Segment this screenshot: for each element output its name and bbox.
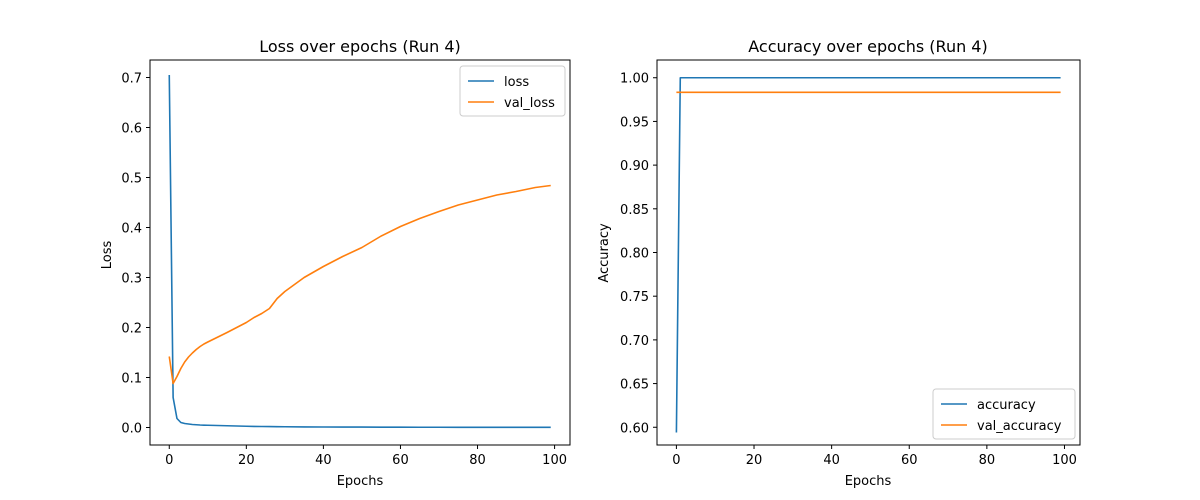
accuracy-x-tick-label: 60 (901, 453, 918, 468)
loss-y-tick-label: 0.1 (121, 372, 142, 387)
accuracy-x-tick-label: 80 (979, 453, 996, 468)
loss-legend: loss val_loss (460, 66, 565, 116)
accuracy-y-tick-label: 0.80 (620, 247, 649, 262)
loss-y-axis-label: Loss (100, 241, 115, 270)
accuracy-y-tick-label: 0.75 (620, 290, 649, 305)
loss-legend-label: val_loss (504, 96, 555, 111)
loss-y-tick-label: 0.6 (121, 122, 142, 137)
loss-x-tick-label: 0 (165, 453, 173, 468)
loss-x-tick-label: 60 (392, 453, 409, 468)
accuracy-y-tick-label: 0.85 (620, 203, 649, 218)
accuracy-y-tick-label: 0.60 (620, 421, 649, 436)
accuracy-x-tick-label: 20 (746, 453, 763, 468)
loss-chart-title: Loss over epochs (Run 4) (259, 37, 461, 56)
loss-chart: Loss over epochs (Run 4) Epochs Loss 0 20… (100, 37, 570, 489)
accuracy-y-tick-label: 0.65 (620, 378, 649, 393)
loss-legend-label: loss (504, 75, 529, 90)
loss-y-tick-label: 0.0 (121, 422, 142, 437)
accuracy-x-tick-label: 100 (1052, 453, 1077, 468)
loss-x-axis-label: Epochs (337, 474, 384, 489)
accuracy-x-tick-label: 40 (823, 453, 840, 468)
accuracy-x-axis-label: Epochs (845, 474, 892, 489)
accuracy-plot-background (657, 60, 1080, 445)
loss-x-tick-label: 100 (542, 453, 567, 468)
loss-y-tick-label: 0.7 (121, 72, 142, 87)
loss-y-tick-label: 0.3 (121, 272, 142, 287)
loss-plot-background (150, 60, 570, 445)
loss-y-tick-label: 0.2 (121, 322, 142, 337)
accuracy-y-tick-label: 0.70 (620, 334, 649, 349)
accuracy-legend: accuracy val_accuracy (933, 389, 1075, 439)
accuracy-y-axis-label: Accuracy (597, 223, 612, 283)
accuracy-chart-title: Accuracy over epochs (Run 4) (748, 37, 987, 56)
accuracy-y-tick-label: 1.00 (620, 72, 649, 87)
accuracy-x-tick-label: 0 (672, 453, 680, 468)
accuracy-y-tick-label: 0.90 (620, 159, 649, 174)
loss-x-tick-label: 20 (238, 453, 255, 468)
accuracy-chart: Accuracy over epochs (Run 4) Epochs Accu… (597, 37, 1080, 489)
loss-x-tick-label: 40 (315, 453, 332, 468)
accuracy-legend-label: val_accuracy (977, 419, 1062, 434)
loss-y-tick-label: 0.5 (121, 172, 142, 187)
loss-x-tick-label: 80 (469, 453, 486, 468)
accuracy-legend-label: accuracy (977, 398, 1036, 413)
accuracy-y-tick-label: 0.95 (620, 115, 649, 130)
loss-y-tick-label: 0.4 (121, 222, 142, 237)
